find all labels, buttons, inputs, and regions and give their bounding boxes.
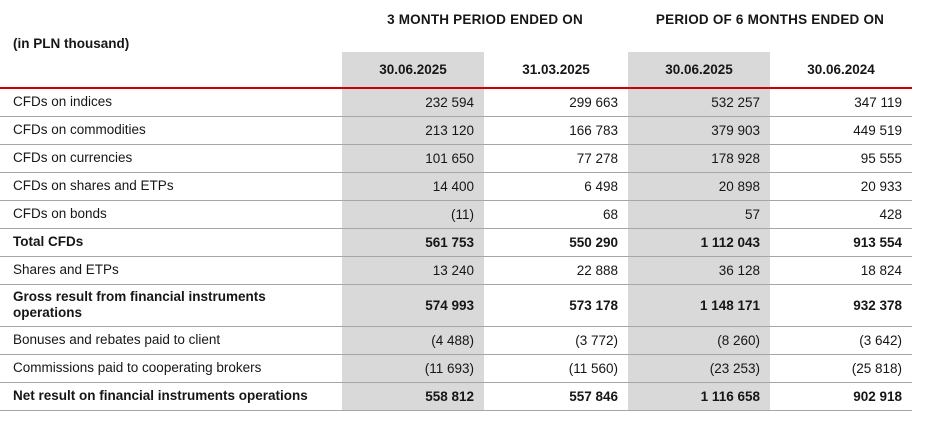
cell-value: 532 257 [628, 88, 770, 117]
table-row: CFDs on bonds (11) 68 57 428 [0, 200, 913, 229]
cell-value: (23 253) [628, 354, 770, 384]
cell-value: 449 519 [770, 116, 913, 145]
cell-value: 1 116 658 [628, 382, 770, 412]
cell-value: (3 772) [484, 326, 628, 356]
cell-value: (11 560) [484, 354, 628, 384]
cell-value: 213 120 [342, 116, 484, 145]
table-row: CFDs on indices 232 594 299 663 532 257 … [0, 88, 913, 117]
cell-value: 561 753 [342, 228, 484, 257]
row-label: CFDs on bonds [0, 200, 342, 229]
cell-value: 1 112 043 [628, 228, 770, 257]
cell-value: 57 [628, 200, 770, 229]
cell-value: 22 888 [484, 256, 628, 285]
cell-value: 299 663 [484, 88, 628, 117]
cell-value: 902 918 [770, 382, 913, 412]
cell-value: 178 928 [628, 144, 770, 173]
column-header-31-03-2025: 31.03.2025 [484, 52, 628, 89]
cell-value: 1 148 171 [628, 284, 770, 328]
row-label: Total CFDs [0, 228, 342, 257]
cell-value: 20 898 [628, 172, 770, 201]
cell-value: 77 278 [484, 144, 628, 173]
date-header-row: 30.06.2025 31.03.2025 30.06.2025 30.06.2… [0, 52, 913, 89]
cell-value: 347 119 [770, 88, 913, 117]
cell-value: 18 824 [770, 256, 913, 285]
cell-value: 574 993 [342, 284, 484, 328]
cell-value: 913 554 [770, 228, 913, 257]
cell-value: 550 290 [484, 228, 628, 257]
unit-label: (in PLN thousand) [0, 0, 342, 89]
cell-value: 68 [484, 200, 628, 229]
row-label: Net result on financial instruments oper… [0, 382, 342, 412]
column-header-30-06-2024: 30.06.2024 [770, 52, 913, 89]
row-label: CFDs on commodities [0, 116, 342, 145]
table-row: Shares and ETPs 13 240 22 888 36 128 18 … [0, 256, 913, 285]
period-group-header-row: (in PLN thousand) 3 MONTH PERIOD ENDED O… [0, 0, 912, 89]
table-row: CFDs on commodities 213 120 166 783 379 … [0, 116, 913, 145]
cell-value: (11 693) [342, 354, 484, 384]
cell-value: 557 846 [484, 382, 628, 412]
column-header-30-06-2025-h: 30.06.2025 [628, 52, 770, 89]
group-header-3-month: 3 MONTH PERIOD ENDED ON [387, 11, 583, 27]
table-row: Bonuses and rebates paid to client (4 48… [0, 326, 913, 356]
cell-value: 36 128 [628, 256, 770, 285]
column-header-30-06-2025-q: 30.06.2025 [342, 52, 484, 89]
table-row-net-result: Net result on financial instruments oper… [0, 382, 913, 412]
cell-value: 101 650 [342, 144, 484, 173]
table-row-gross-result: Gross result from financial instruments … [0, 284, 913, 328]
cell-value: 95 555 [770, 144, 913, 173]
table-row: Commissions paid to cooperating brokers … [0, 354, 913, 384]
cell-value: 379 903 [628, 116, 770, 145]
row-label: CFDs on indices [0, 88, 342, 117]
row-label: Shares and ETPs [0, 256, 342, 285]
row-label: CFDs on shares and ETPs [0, 172, 342, 201]
cell-value: 166 783 [484, 116, 628, 145]
financial-results-table: (in PLN thousand) 3 MONTH PERIOD ENDED O… [0, 0, 913, 412]
cell-value: (8 260) [628, 326, 770, 356]
cell-value: 428 [770, 200, 913, 229]
cell-value: (25 818) [770, 354, 913, 384]
cell-value: 6 498 [484, 172, 628, 201]
cell-value: 573 178 [484, 284, 628, 328]
cell-value: 232 594 [342, 88, 484, 117]
table-row: CFDs on currencies 101 650 77 278 178 92… [0, 144, 913, 173]
cell-value: 20 933 [770, 172, 913, 201]
table-row: CFDs on shares and ETPs 14 400 6 498 20 … [0, 172, 913, 201]
row-label: Gross result from financial instruments … [0, 284, 342, 328]
cell-value: (11) [342, 200, 484, 229]
group-header-6-months: PERIOD OF 6 MONTHS ENDED ON [655, 11, 885, 27]
table-row-total-cfds: Total CFDs 561 753 550 290 1 112 043 913… [0, 228, 913, 257]
cell-value: 932 378 [770, 284, 913, 328]
row-label: Commissions paid to cooperating brokers [0, 354, 342, 384]
cell-value: 558 812 [342, 382, 484, 412]
cell-value: (4 488) [342, 326, 484, 356]
row-label: Bonuses and rebates paid to client [0, 326, 342, 356]
cell-value: 13 240 [342, 256, 484, 285]
cell-value: 14 400 [342, 172, 484, 201]
cell-value: (3 642) [770, 326, 913, 356]
row-label: CFDs on currencies [0, 144, 342, 173]
